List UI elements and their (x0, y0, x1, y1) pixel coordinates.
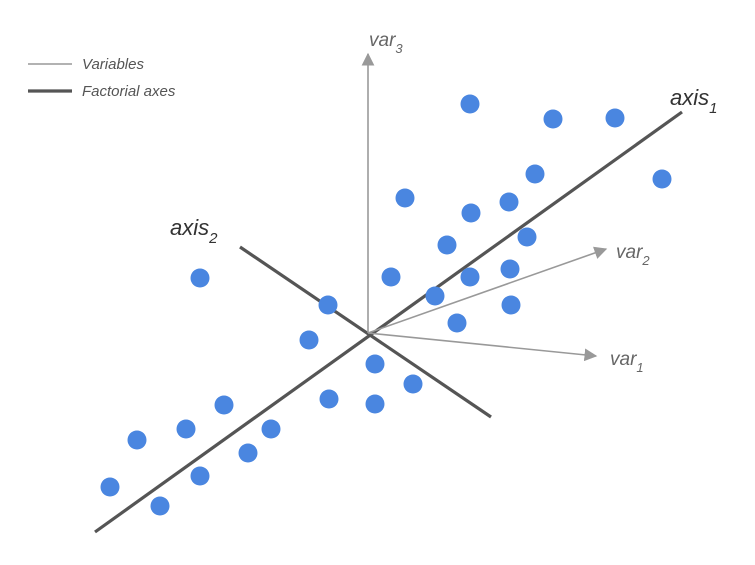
var1-label-sub: 1 (636, 360, 643, 375)
var3-label-sub: 3 (395, 41, 403, 56)
variable-vector-2 (367, 246, 608, 334)
data-point (318, 295, 338, 315)
variable-vector-1 (367, 332, 598, 362)
var1-label: var1 (610, 349, 644, 375)
axis2-label: axis2 (170, 215, 218, 247)
data-point (299, 330, 319, 350)
var2-label: var2 (616, 242, 650, 268)
factorial-axis-2-line (239, 245, 492, 419)
data-point (190, 268, 210, 288)
data-point (365, 354, 385, 374)
data-point (525, 164, 545, 184)
data-point (238, 443, 258, 463)
data-point (261, 419, 281, 439)
axis1-label-base: axis (670, 85, 709, 110)
data-point (403, 374, 423, 394)
data-point (437, 235, 457, 255)
axis1-label-sub: 1 (709, 100, 717, 117)
legend-factorial-axes-label: Factorial axes (82, 83, 176, 100)
var3-label: var3 (369, 30, 403, 56)
data-point (543, 109, 563, 129)
data-points (100, 94, 672, 516)
data-point (319, 389, 339, 409)
legend-variables-label: Variables (82, 56, 144, 73)
factorial-axis-1-line (94, 110, 683, 534)
data-point (501, 295, 521, 315)
data-point (499, 192, 519, 212)
data-point (605, 108, 625, 128)
var2-label-sub: 2 (641, 253, 650, 268)
legend: Variables Factorial axes (28, 56, 176, 100)
data-point (381, 267, 401, 287)
axis1-label: axis1 (670, 85, 717, 117)
data-point (176, 419, 196, 439)
data-point (500, 259, 520, 279)
data-point (100, 477, 120, 497)
axis2-label-base: axis (170, 215, 209, 240)
var1-label-base: var (610, 349, 637, 370)
data-point (460, 94, 480, 114)
data-point (461, 203, 481, 223)
data-point (517, 227, 537, 247)
data-point (190, 466, 210, 486)
data-point (395, 188, 415, 208)
data-point (127, 430, 147, 450)
data-point (652, 169, 672, 189)
data-point (425, 286, 445, 306)
var3-label-base: var (369, 30, 396, 51)
var2-label-base: var (616, 242, 643, 263)
data-point (460, 267, 480, 287)
data-point (447, 313, 467, 333)
data-point (214, 395, 234, 415)
axis2-label-sub: 2 (208, 230, 218, 247)
data-point (365, 394, 385, 414)
data-point (150, 496, 170, 516)
